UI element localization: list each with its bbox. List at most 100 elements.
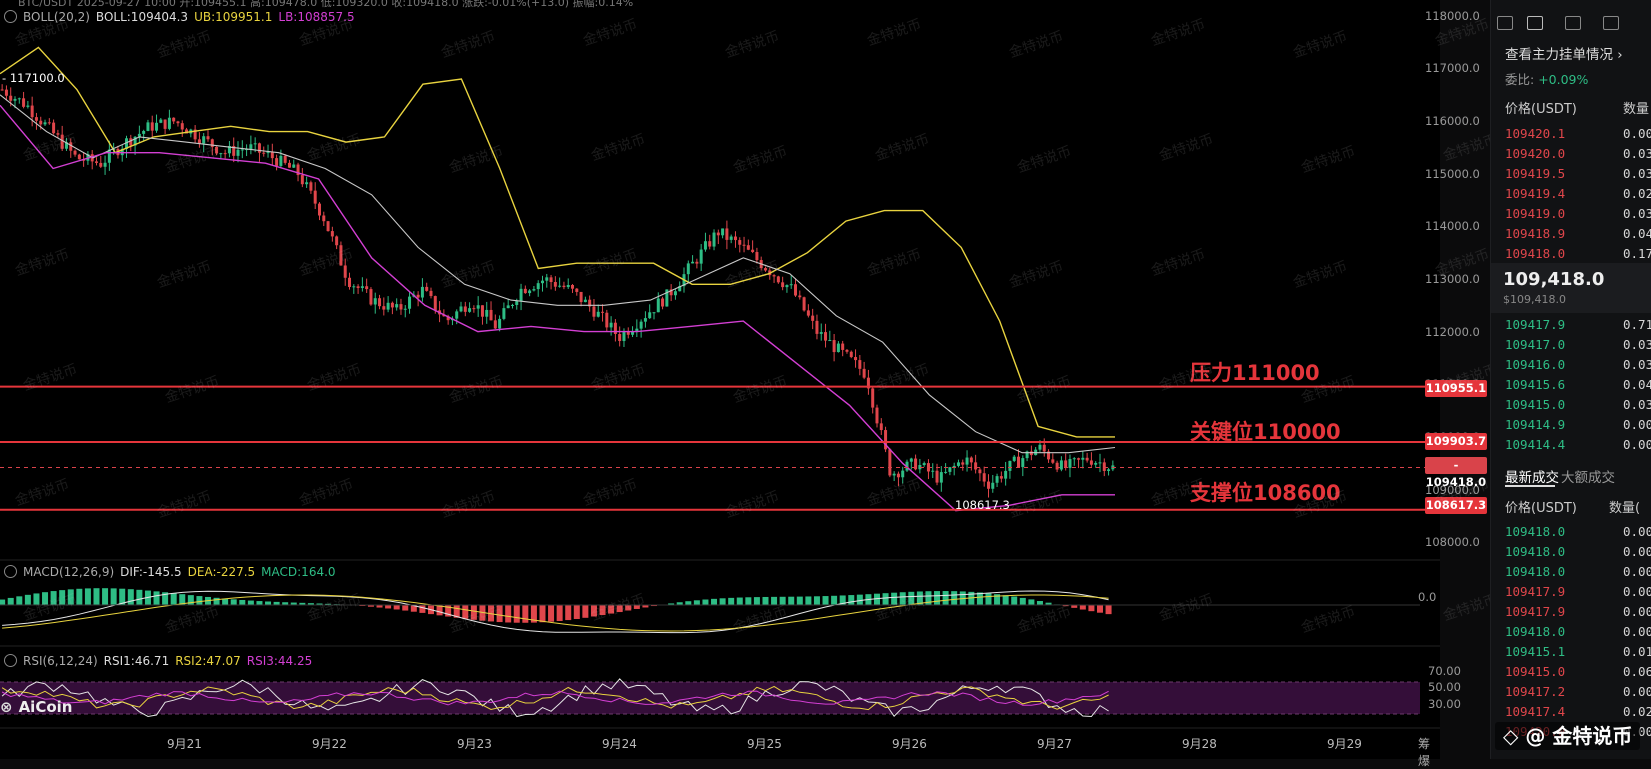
bid-row-qty: 0.001 [1623, 417, 1651, 432]
y-tick-label: 115000.0 [1425, 167, 1480, 181]
candle [18, 98, 21, 99]
candle [1004, 471, 1007, 479]
candle [923, 463, 926, 465]
candle [374, 298, 377, 304]
macd-bar [617, 605, 623, 612]
candle [777, 276, 780, 282]
trade-row[interactable]: 109418.00.000 [1505, 562, 1651, 582]
ask-row[interactable]: 109419.50.032 [1505, 164, 1651, 184]
candle [781, 282, 784, 287]
bid-row[interactable]: 109415.60.042 [1505, 375, 1651, 395]
layout-icon-1[interactable] [1497, 16, 1513, 30]
bid-row-price: 109414.9 [1505, 417, 1565, 432]
macd-bar [934, 591, 940, 605]
bid-row[interactable]: 109416.00.032 [1505, 355, 1651, 375]
macd-bar [565, 605, 571, 620]
trade-row[interactable]: 109415.10.010 [1505, 642, 1651, 662]
x-tick-label: 9月27 [1037, 735, 1072, 752]
macd-bar [737, 598, 743, 605]
eye-icon[interactable] [4, 10, 17, 23]
trade-row-price: 109417.9 [1505, 604, 1565, 619]
trade-row[interactable]: 109417.20.000 [1505, 682, 1651, 702]
candle [554, 282, 557, 287]
candle [687, 263, 690, 274]
candle [996, 476, 999, 483]
bid-row-qty: 0.714 [1623, 317, 1651, 332]
ask-row[interactable]: 109419.40.028 [1505, 184, 1651, 204]
ask-row[interactable]: 109420.10.009 [1505, 124, 1651, 144]
main-orders-link[interactable]: 查看主力挂单情况 › [1505, 43, 1623, 63]
chart-area[interactable]: BTC/USDT 2025-09-27 10:00 开:109455.1 高:1… [0, 0, 1440, 759]
macd-bar [900, 592, 906, 605]
layout-icon-2[interactable] [1527, 16, 1543, 30]
candle [751, 250, 754, 252]
macd-bar [522, 605, 528, 623]
ask-row-qty: 0.041 [1623, 226, 1651, 241]
y-tick-label: 112000.0 [1425, 325, 1480, 339]
bid-row[interactable]: 109414.40.000 [1505, 435, 1651, 455]
trade-row-qty: 0.001 [1623, 584, 1651, 599]
candle [151, 122, 154, 130]
trade-row[interactable]: 109418.00.000 [1505, 622, 1651, 642]
macd-bar [814, 596, 820, 605]
last-price: 109,418.0 [1503, 269, 1604, 290]
macd-bar [1020, 598, 1026, 605]
ask-row[interactable]: 109418.90.041 [1505, 224, 1651, 244]
trade-row[interactable]: 109415.00.065 [1505, 662, 1651, 682]
bid-row[interactable]: 109417.00.032 [1505, 335, 1651, 355]
bid-row[interactable]: 109417.9 0.714 [1505, 315, 1651, 335]
trade-row[interactable]: 109417.90.000 [1505, 602, 1651, 622]
candle [498, 319, 501, 329]
ask-row[interactable]: 109418.00.174 [1505, 244, 1651, 264]
candle [335, 236, 338, 245]
trade-row[interactable]: 109417.40.028 [1505, 702, 1651, 722]
boll-ub: UB:109951.1 [194, 10, 272, 24]
bid-row[interactable]: 109415.00.032 [1505, 395, 1651, 415]
candle [164, 120, 167, 129]
trade-row-qty: 0.003 [1623, 524, 1651, 539]
boll-mid-line [0, 95, 1115, 453]
candle [734, 237, 737, 241]
layout-icon-3[interactable] [1565, 16, 1581, 30]
candle [1043, 445, 1046, 452]
trade-row-qty: 0.000 [1623, 564, 1651, 579]
tab-latest-trades[interactable]: 最新成交 [1505, 466, 1559, 486]
candle [481, 305, 484, 316]
eye-icon[interactable] [4, 654, 17, 667]
candle [520, 289, 523, 301]
candle [99, 163, 102, 167]
macd-bar [539, 605, 545, 622]
ask-row[interactable]: 109420.00.032 [1505, 144, 1651, 164]
candle [803, 297, 806, 310]
candle [56, 133, 59, 134]
trade-row[interactable]: 109418.00.001 [1505, 542, 1651, 562]
bid-row-price: 109417.9 [1505, 317, 1565, 332]
x-axis-corner[interactable]: 筹 爆 [1418, 735, 1440, 769]
candle [747, 245, 750, 250]
candle [267, 152, 270, 153]
bid-row-price: 109415.0 [1505, 397, 1565, 412]
macd-bar [823, 596, 829, 605]
candle [764, 268, 767, 270]
trade-row[interactable]: 109417.90.001 [1505, 582, 1651, 602]
macd-bar [985, 593, 991, 605]
layout-icon-4[interactable] [1603, 16, 1619, 30]
candle [271, 152, 274, 158]
ask-row[interactable]: 109419.00.032 [1505, 204, 1651, 224]
bid-row[interactable]: 109414.9 0.001 [1505, 415, 1651, 435]
candle [931, 471, 934, 472]
macd-bar [625, 605, 631, 610]
candle [897, 474, 900, 478]
tab-large-trades[interactable]: 大额成交 [1561, 466, 1615, 486]
candle [888, 449, 891, 475]
candle [39, 121, 42, 125]
trade-row-price: 109417.4 [1505, 704, 1565, 719]
candle [352, 286, 355, 287]
eye-icon[interactable] [4, 565, 17, 578]
trade-row[interactable]: 109418.00.003 [1505, 522, 1651, 542]
candle [31, 106, 34, 118]
macd-bar [136, 590, 142, 605]
candle [987, 482, 990, 489]
rsi3-value: RSI3:44.25 [247, 654, 313, 668]
macd-bar [557, 605, 563, 621]
